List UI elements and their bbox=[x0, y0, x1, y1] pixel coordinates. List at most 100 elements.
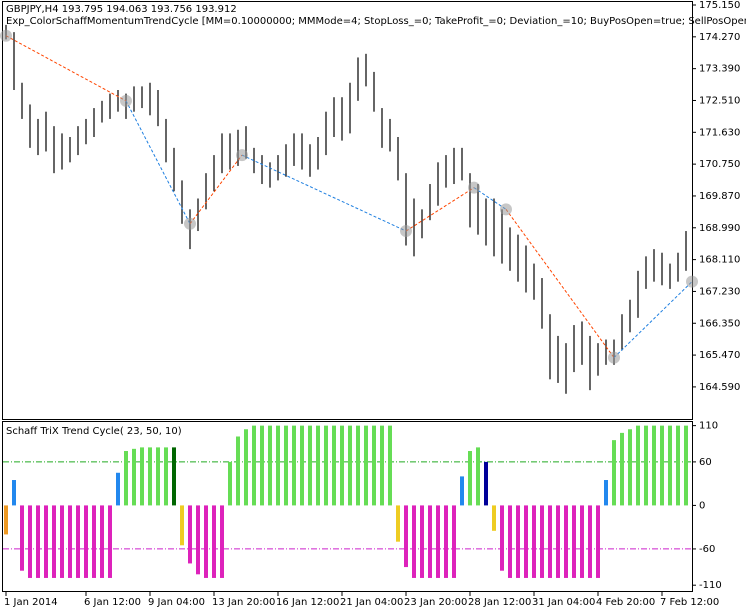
histogram-bar bbox=[4, 505, 8, 535]
histogram-bar bbox=[396, 505, 400, 542]
histogram-bar bbox=[428, 505, 432, 578]
histogram-bar bbox=[372, 425, 376, 506]
histogram-bar bbox=[100, 505, 104, 578]
histogram-bar bbox=[572, 505, 576, 578]
trade-marker bbox=[686, 275, 698, 288]
histogram-bar bbox=[108, 505, 112, 578]
histogram-bar bbox=[196, 505, 200, 575]
histogram-bar bbox=[244, 429, 248, 506]
histogram-bar bbox=[484, 461, 488, 506]
x-tick-label: 6 Jan 12:00 bbox=[84, 597, 141, 608]
histogram-bar bbox=[52, 505, 56, 578]
histogram-bar bbox=[564, 505, 568, 578]
histogram-bar bbox=[436, 505, 440, 578]
histogram-bar bbox=[668, 425, 672, 506]
histogram-bar bbox=[188, 505, 192, 564]
histogram-bar bbox=[124, 451, 128, 506]
histogram-bar bbox=[644, 425, 648, 506]
histogram-bar bbox=[460, 476, 464, 506]
histogram-bar bbox=[492, 505, 496, 531]
histogram-bar bbox=[260, 425, 264, 506]
histogram-bar bbox=[204, 505, 208, 578]
trade-marker bbox=[608, 351, 620, 364]
y-tick-label: 169.870 bbox=[699, 191, 740, 202]
histogram-bar bbox=[316, 425, 320, 506]
histogram-bar bbox=[532, 505, 536, 578]
histogram-bar bbox=[140, 447, 144, 506]
histogram-bar bbox=[28, 505, 32, 578]
zigzag-segment bbox=[473, 187, 507, 210]
zigzag-segment bbox=[189, 154, 243, 225]
x-tick-label: 31 Jan 04:00 bbox=[532, 597, 595, 608]
histogram-bar bbox=[364, 425, 368, 506]
y-tick-label: 170.750 bbox=[699, 159, 740, 170]
histogram-bar bbox=[348, 425, 352, 506]
histogram-bar bbox=[92, 505, 96, 578]
histogram-bar bbox=[508, 505, 512, 578]
histogram-bar bbox=[588, 505, 592, 578]
trade-marker bbox=[120, 94, 132, 107]
trade-marker bbox=[184, 217, 196, 230]
histogram-bar bbox=[580, 505, 584, 578]
histogram-bar bbox=[652, 425, 656, 506]
histogram-bar bbox=[612, 440, 616, 506]
histogram-bar bbox=[444, 505, 448, 578]
histogram-bar bbox=[276, 425, 280, 506]
x-tick-label: 13 Jan 20:00 bbox=[212, 597, 275, 608]
histogram-bar bbox=[540, 505, 544, 578]
histogram-bar bbox=[68, 505, 72, 578]
y2-tick-label: -60 bbox=[699, 544, 715, 555]
y-tick-label: 168.990 bbox=[699, 223, 740, 234]
x-tick-label: 4 Feb 20:00 bbox=[596, 597, 655, 608]
histogram-bar bbox=[300, 425, 304, 506]
y-tick-label: 165.470 bbox=[699, 350, 740, 361]
histogram-bar bbox=[524, 505, 528, 578]
histogram-bar bbox=[60, 505, 64, 578]
histogram-bar bbox=[148, 447, 152, 506]
histogram-bar bbox=[116, 472, 120, 506]
histogram-bar bbox=[164, 447, 168, 506]
y-tick-label: 171.630 bbox=[699, 127, 740, 138]
y2-tick-label: 110 bbox=[699, 421, 718, 432]
histogram-bar bbox=[12, 480, 16, 506]
histogram-bar bbox=[284, 425, 288, 506]
trade-marker bbox=[468, 181, 480, 194]
histogram-bar bbox=[180, 505, 184, 546]
y2-tick-label: -110 bbox=[699, 580, 722, 591]
histogram-bar bbox=[172, 447, 176, 506]
histogram-bar bbox=[292, 425, 296, 506]
histogram-bar bbox=[308, 425, 312, 506]
histogram-bar bbox=[332, 425, 336, 506]
histogram-bar bbox=[620, 432, 624, 506]
histogram-bar bbox=[380, 425, 384, 506]
histogram-bar bbox=[236, 436, 240, 506]
y-tick-label: 173.390 bbox=[699, 64, 740, 75]
histogram-bar bbox=[636, 425, 640, 506]
histogram-bar bbox=[684, 425, 688, 506]
trade-marker bbox=[0, 29, 12, 42]
histogram-bar bbox=[76, 505, 80, 578]
histogram-bar bbox=[548, 505, 552, 578]
expert-line: Exp_ColorSchaffMomentumTrendCycle [MM=0.… bbox=[6, 16, 746, 27]
histogram-bar bbox=[388, 425, 392, 506]
zigzag-segment bbox=[5, 35, 127, 102]
histogram-bar bbox=[404, 505, 408, 568]
y-tick-label: 168.110 bbox=[699, 255, 740, 266]
y2-tick-label: 0 bbox=[699, 500, 705, 511]
y-tick-label: 172.510 bbox=[699, 95, 740, 106]
zigzag-segment bbox=[241, 154, 407, 232]
histogram-bar bbox=[340, 425, 344, 506]
y-tick-label: 164.590 bbox=[699, 382, 740, 393]
main-frame bbox=[2, 1, 693, 420]
histogram-bar bbox=[156, 447, 160, 506]
histogram-bar bbox=[676, 425, 680, 506]
x-tick-label: 21 Jan 04:00 bbox=[340, 597, 403, 608]
zigzag-segment bbox=[405, 187, 475, 232]
histogram-bar bbox=[628, 429, 632, 506]
histogram-bar bbox=[604, 480, 608, 506]
histogram-bar bbox=[324, 425, 328, 506]
histogram-bar bbox=[36, 505, 40, 578]
histogram-bar bbox=[476, 447, 480, 506]
x-tick-label: 23 Jan 20:00 bbox=[404, 597, 467, 608]
